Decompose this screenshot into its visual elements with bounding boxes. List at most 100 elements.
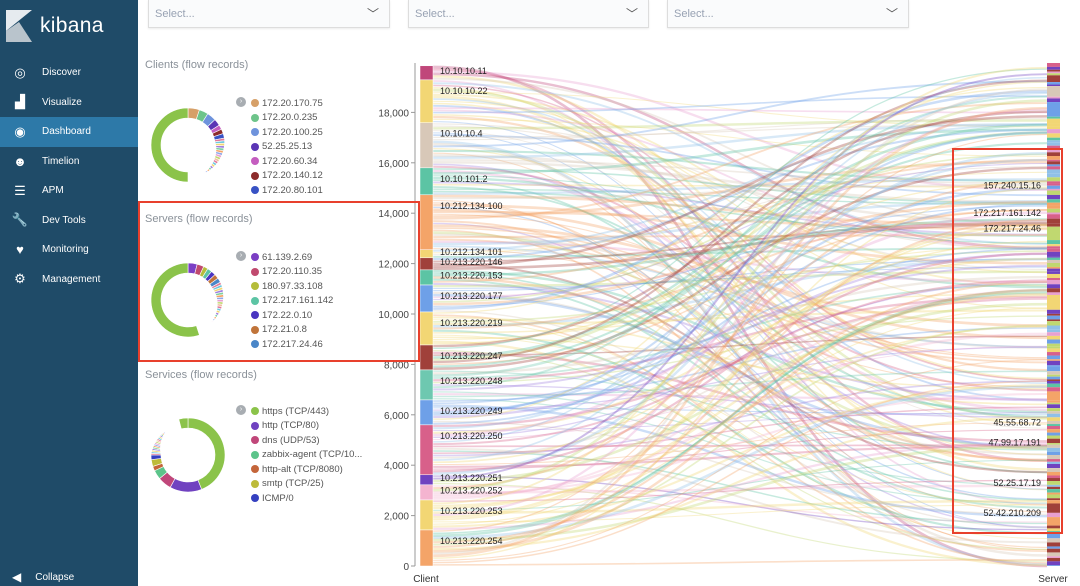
donut-slice[interactable] [215, 142, 225, 147]
sankey-link[interactable] [432, 211, 1048, 437]
sankey-link[interactable] [432, 292, 1048, 334]
sankey-link[interactable] [432, 93, 1048, 287]
sankey-link[interactable] [432, 159, 1048, 185]
sankey-link[interactable] [432, 289, 1048, 537]
sankey-link[interactable] [432, 203, 1048, 265]
sankey-link[interactable] [432, 315, 1048, 384]
sankey-link[interactable] [432, 209, 1048, 330]
sankey-link[interactable] [432, 258, 1048, 292]
sankey-link[interactable] [432, 276, 1048, 462]
legend-item[interactable]: 172.20.170.75 [251, 96, 323, 111]
sankey-link[interactable] [432, 95, 1048, 471]
server-node[interactable] [1047, 355, 1060, 360]
server-node[interactable] [1047, 325, 1060, 330]
sankey-link[interactable] [432, 307, 1048, 525]
server-node[interactable] [1047, 315, 1060, 320]
sidebar-item-discover[interactable]: ◎ Discover [0, 58, 138, 88]
sankey-link[interactable] [432, 213, 1048, 359]
legend-item[interactable]: 61.139.2.69 [251, 250, 333, 265]
sankey-link[interactable] [432, 66, 1048, 505]
sankey-link[interactable] [432, 278, 1048, 509]
server-node[interactable] [1047, 181, 1060, 184]
sankey-link[interactable] [432, 82, 1048, 245]
sankey-link[interactable] [432, 70, 1048, 191]
sankey-link[interactable] [432, 68, 1048, 350]
server-node[interactable] [1047, 118, 1060, 124]
legend-item[interactable]: smtp (TCP/25) [251, 477, 362, 492]
sankey-link[interactable] [432, 109, 1048, 250]
sankey-link[interactable] [432, 202, 1048, 513]
sankey-link[interactable] [432, 203, 1048, 425]
sidebar-item-timelion[interactable]: ☻ Timelion [0, 147, 138, 177]
sankey-link[interactable] [432, 240, 1048, 464]
server-node[interactable] [1047, 558, 1060, 562]
server-node[interactable] [1047, 500, 1060, 504]
sidebar-item-apm[interactable]: ☰ APM [0, 176, 138, 206]
sankey-link[interactable] [432, 447, 1048, 544]
server-node[interactable] [1047, 371, 1060, 375]
sankey-link[interactable] [432, 384, 1048, 528]
legend-item[interactable]: 172.217.24.46 [251, 337, 333, 352]
sidebar-item-monitoring[interactable]: ♥ Monitoring [0, 235, 138, 265]
sankey-link[interactable] [432, 233, 1048, 349]
server-node[interactable] [1047, 271, 1060, 274]
legend-item[interactable]: 52.25.25.13 [251, 140, 323, 155]
sankey-link[interactable] [432, 179, 1048, 490]
client-node[interactable] [419, 499, 434, 531]
legend-item[interactable]: http-alt (TCP/8080) [251, 462, 362, 477]
server-node[interactable] [1047, 420, 1060, 425]
sankey-link[interactable] [432, 115, 1048, 372]
sankey-link[interactable] [432, 162, 1048, 301]
server-node[interactable] [1047, 259, 1060, 264]
sankey-link[interactable] [432, 178, 1048, 195]
server-node[interactable] [1047, 332, 1060, 336]
server-node[interactable] [1047, 284, 1060, 289]
donut-slice[interactable] [207, 166, 213, 171]
server-node[interactable] [1047, 78, 1060, 83]
donut-slice[interactable] [210, 319, 214, 323]
server-node[interactable] [1047, 277, 1060, 281]
sankey-link[interactable] [432, 459, 1048, 511]
legend-toggle-icon[interactable]: › [236, 405, 246, 415]
client-node[interactable] [419, 311, 434, 346]
sankey-link[interactable] [432, 181, 1048, 236]
sankey-link[interactable] [432, 346, 1048, 411]
sankey-link[interactable] [432, 106, 1048, 558]
sankey-link[interactable] [432, 359, 1048, 561]
sankey-link[interactable] [432, 114, 1048, 274]
client-node[interactable] [419, 122, 434, 169]
server-node[interactable] [1047, 188, 1060, 191]
server-node[interactable] [1047, 218, 1060, 224]
sankey-link[interactable] [432, 245, 1048, 341]
sankey-link[interactable] [432, 95, 1048, 389]
server-node[interactable] [1047, 546, 1060, 549]
filter-select-1[interactable]: Select... ﹀ [148, 0, 390, 28]
server-node[interactable] [1047, 348, 1060, 353]
sankey-link[interactable] [432, 158, 1048, 430]
sankey-link[interactable] [432, 119, 1048, 130]
server-node[interactable] [1047, 66, 1060, 70]
sankey-link[interactable] [432, 257, 1048, 434]
sankey-link[interactable] [432, 504, 1048, 523]
sankey-link[interactable] [432, 416, 1048, 551]
server-node[interactable] [1047, 528, 1060, 532]
sankey-link[interactable] [432, 131, 1048, 361]
server-node[interactable] [1047, 263, 1060, 267]
server-node[interactable] [1047, 359, 1060, 361]
sankey-link[interactable] [432, 398, 1048, 504]
server-node[interactable] [1047, 480, 1060, 485]
server-node[interactable] [1047, 343, 1060, 347]
client-node[interactable] [419, 484, 434, 501]
server-node[interactable] [1047, 402, 1060, 405]
sankey-link[interactable] [432, 168, 1048, 205]
server-node[interactable] [1047, 542, 1060, 547]
server-node[interactable] [1047, 226, 1060, 241]
sankey-link[interactable] [432, 445, 1048, 542]
sankey-link[interactable] [432, 140, 1048, 566]
donut-slice[interactable] [150, 262, 200, 338]
server-node[interactable] [1047, 152, 1060, 157]
sankey-link[interactable] [432, 293, 1048, 448]
server-node[interactable] [1047, 411, 1060, 414]
sankey-link[interactable] [432, 351, 1048, 443]
server-node[interactable] [1047, 129, 1060, 134]
